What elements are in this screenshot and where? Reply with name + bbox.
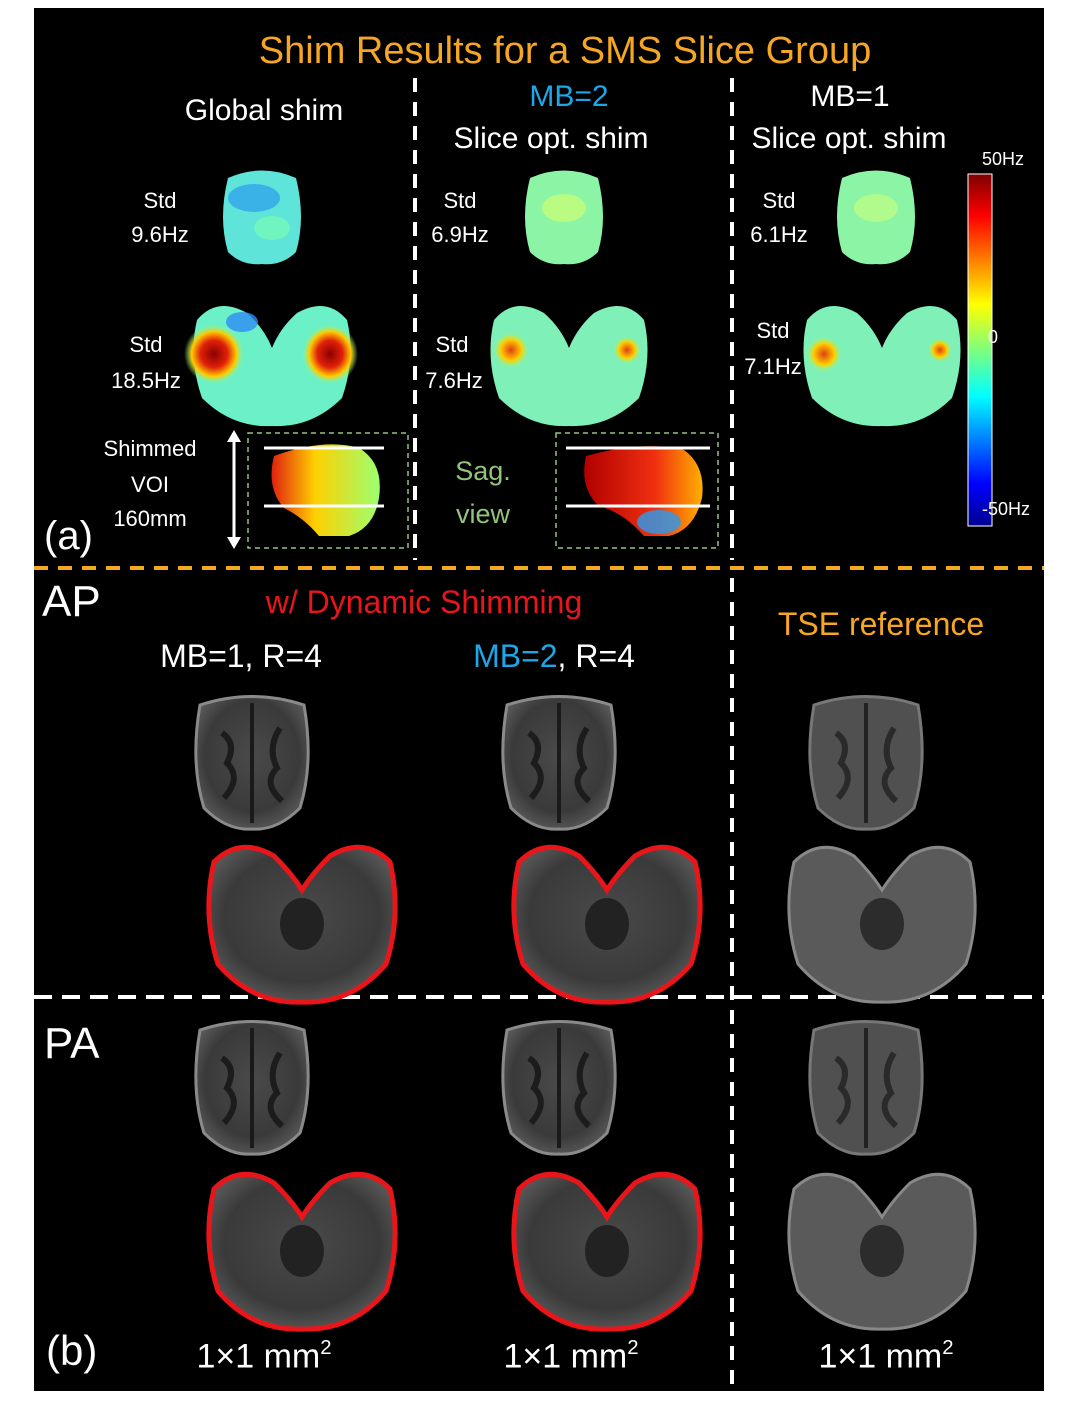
sag-label-1: Sag.	[455, 456, 511, 486]
ap-col2-header-mb: MB=2	[473, 638, 558, 674]
colorbar-mid-label: 0	[988, 327, 999, 347]
resolution-col2: 1×1 mm2	[503, 1337, 639, 1376]
ap-col1-header: MB=1, R=4	[160, 638, 322, 674]
std-mb2-top-label: Std	[443, 188, 477, 213]
pa-mb2-bottom-slice	[514, 1174, 700, 1329]
col-global-header: Global shim	[184, 94, 344, 127]
panel-a-label: (a)	[44, 514, 93, 558]
fieldmap-mb1-bottom	[803, 305, 961, 427]
ap-mb2-bottom-slice	[514, 847, 700, 1002]
sag-label-2: view	[455, 499, 511, 529]
std-mb1-bottom-value: 7.1Hz	[744, 354, 802, 379]
row-label-ap: AP	[42, 577, 101, 626]
figure-canvas: Shim Results for a SMS Slice Group Globa…	[34, 8, 1044, 1391]
ap-col2-header-rest: , R=4	[557, 638, 635, 674]
col-mb1-header-shim: Slice opt. shim	[751, 122, 947, 155]
sag-map-global	[271, 444, 380, 536]
ap-mb1-bottom-slice	[209, 847, 395, 1002]
figure-graphics	[34, 78, 1044, 1388]
std-mb1-bottom-label: Std	[756, 318, 790, 343]
std-mb1-top-label: Std	[762, 188, 796, 213]
pa-mb1-bottom-slice	[209, 1174, 395, 1329]
resolution-col1: 1×1 mm2	[196, 1337, 332, 1376]
std-global-bottom-label: Std	[129, 332, 163, 357]
tse-reference-header: TSE reference	[777, 606, 985, 642]
fieldmap-mb2-top	[525, 170, 603, 265]
fieldmap-mb1-top	[837, 170, 915, 265]
col-mb2-header-mb: MB=2	[529, 80, 609, 113]
resolution-col3: 1×1 mm2	[818, 1337, 954, 1376]
ap-mb1-top-slice	[194, 695, 310, 831]
fieldmap-global-top	[223, 170, 301, 265]
std-mb1-top-value: 6.1Hz	[750, 222, 808, 247]
fieldmap-mb2-bottom	[490, 305, 648, 427]
fieldmap-global-bottom	[184, 305, 358, 427]
ap-tse-bottom-slice	[787, 845, 977, 1004]
ap-mb2-top-slice	[501, 695, 617, 831]
col-mb1-header-mb: MB=1	[810, 80, 890, 113]
std-mb2-bottom-label: Std	[435, 332, 469, 357]
sag-box-mb2	[555, 432, 719, 549]
std-mb2-bottom-value: 7.6Hz	[425, 368, 483, 393]
voi-label-1: Shimmed	[103, 436, 197, 461]
std-global-top-value: 9.6Hz	[131, 222, 189, 247]
voi-label-2: VOI	[131, 472, 169, 497]
col-mb2-header-shim: Slice opt. shim	[453, 122, 649, 155]
colorbar-min-label: -50Hz	[982, 499, 1031, 519]
sag-box-global	[247, 432, 409, 549]
pa-mb2-top-slice	[501, 1020, 617, 1156]
colorbar	[967, 173, 993, 527]
colorbar-max-label: 50Hz	[982, 149, 1025, 169]
panel-b-label: (b)	[46, 1327, 98, 1374]
pa-tse-top-slice	[808, 1020, 924, 1156]
dynamic-shimming-header: w/ Dynamic Shimming	[265, 584, 583, 620]
ap-tse-top-slice	[808, 695, 924, 831]
std-global-bottom-value: 18.5Hz	[111, 368, 181, 393]
panel-a-title: Shim Results for a SMS Slice Group	[258, 30, 872, 72]
ap-col2-header: MB=2, R=4	[473, 640, 635, 672]
pa-tse-bottom-slice	[787, 1172, 977, 1331]
row-label-pa: PA	[44, 1019, 100, 1068]
std-global-top-label: Std	[143, 188, 177, 213]
std-mb2-top-value: 6.9Hz	[431, 222, 489, 247]
pa-mb1-top-slice	[194, 1020, 310, 1156]
voi-label-3: 160mm	[113, 506, 187, 531]
